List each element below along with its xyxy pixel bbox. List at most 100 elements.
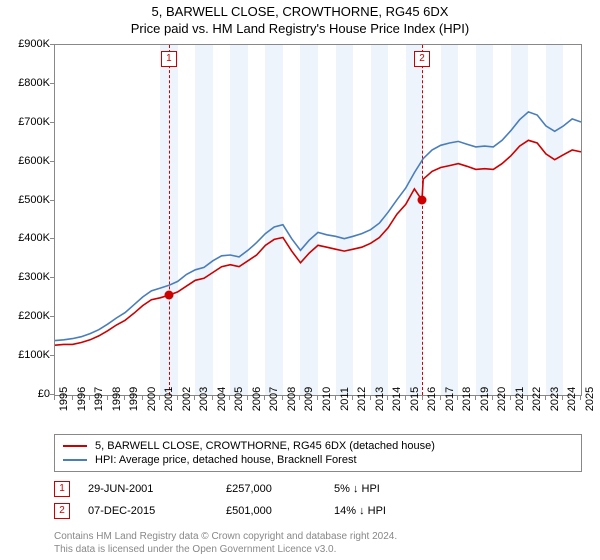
- y-tick-label: £200K: [18, 310, 50, 322]
- x-tick-label: 2019: [479, 387, 491, 411]
- title-subtitle: Price paid vs. HM Land Registry's House …: [0, 21, 600, 36]
- x-tick-label: 2008: [286, 387, 298, 411]
- y-tick-mark: [50, 44, 54, 45]
- x-tick-label: 2004: [216, 387, 228, 411]
- x-tick-label: 2014: [391, 387, 403, 411]
- x-tick-label: 2001: [163, 387, 175, 411]
- x-tick-label: 2025: [584, 387, 596, 411]
- footer-line2: This data is licensed under the Open Gov…: [54, 543, 397, 556]
- x-tick-mark: [282, 396, 283, 400]
- title-address: 5, BARWELL CLOSE, CROWTHORNE, RG45 6DX: [0, 4, 600, 19]
- y-tick-mark: [50, 355, 54, 356]
- sales-row-1: 1 29-JUN-2001 £257,000 5% ↓ HPI: [54, 478, 582, 500]
- x-tick-mark: [212, 396, 213, 400]
- x-tick-label: 2016: [426, 387, 438, 411]
- x-tick-label: 2006: [251, 387, 263, 411]
- series-line-property: [55, 140, 581, 345]
- sale-badge: 2: [414, 51, 430, 67]
- x-tick-mark: [177, 396, 178, 400]
- x-tick-mark: [107, 396, 108, 400]
- y-tick-mark: [50, 200, 54, 201]
- sales-row-2: 2 07-DEC-2015 £501,000 14% ↓ HPI: [54, 500, 582, 522]
- x-tick-label: 2007: [268, 387, 280, 411]
- y-tick-label: £900K: [18, 38, 50, 50]
- x-tick-mark: [335, 396, 336, 400]
- y-tick-label: £0: [38, 388, 50, 400]
- legend-area: 5, BARWELL CLOSE, CROWTHORNE, RG45 6DX (…: [54, 434, 582, 522]
- y-tick-mark: [50, 83, 54, 84]
- y-tick-label: £700K: [18, 116, 50, 128]
- x-tick-mark: [89, 396, 90, 400]
- x-tick-mark: [475, 396, 476, 400]
- x-tick-mark: [229, 396, 230, 400]
- x-tick-mark: [72, 396, 73, 400]
- x-tick-label: 2010: [321, 387, 333, 411]
- y-tick-mark: [50, 238, 54, 239]
- sale-badge: 1: [161, 51, 177, 67]
- x-tick-label: 2023: [549, 387, 561, 411]
- x-tick-mark: [422, 396, 423, 400]
- plot-area: 12: [54, 44, 582, 396]
- sales-date-2: 07-DEC-2015: [88, 505, 208, 517]
- legend-swatch-hpi: [63, 459, 87, 461]
- legend-item-property: 5, BARWELL CLOSE, CROWTHORNE, RG45 6DX (…: [63, 439, 573, 453]
- x-tick-label: 2018: [461, 387, 473, 411]
- x-tick-mark: [545, 396, 546, 400]
- sales-delta-1: 5% ↓ HPI: [334, 483, 444, 495]
- sales-price-1: £257,000: [226, 483, 316, 495]
- x-tick-mark: [264, 396, 265, 400]
- y-tick-label: £600K: [18, 155, 50, 167]
- legend-box: 5, BARWELL CLOSE, CROWTHORNE, RG45 6DX (…: [54, 434, 582, 472]
- x-tick-mark: [562, 396, 563, 400]
- sales-badge-1: 1: [54, 481, 70, 497]
- x-tick-label: 2000: [146, 387, 158, 411]
- x-tick-mark: [194, 396, 195, 400]
- x-tick-label: 2012: [356, 387, 368, 411]
- x-tick-mark: [299, 396, 300, 400]
- x-tick-mark: [142, 396, 143, 400]
- x-tick-label: 1999: [128, 387, 140, 411]
- sales-date-1: 29-JUN-2001: [88, 483, 208, 495]
- x-tick-label: 2021: [514, 387, 526, 411]
- sale-marker-dot: [164, 291, 173, 300]
- sales-delta-2: 14% ↓ HPI: [334, 505, 444, 517]
- x-tick-mark: [510, 396, 511, 400]
- x-tick-mark: [124, 396, 125, 400]
- x-tick-label: 2002: [181, 387, 193, 411]
- x-tick-mark: [317, 396, 318, 400]
- y-tick-label: £100K: [18, 349, 50, 361]
- x-tick-mark: [159, 396, 160, 400]
- y-tick-label: £800K: [18, 77, 50, 89]
- series-line-hpi: [55, 112, 581, 341]
- y-tick-label: £500K: [18, 194, 50, 206]
- footer: Contains HM Land Registry data © Crown c…: [54, 530, 397, 556]
- x-tick-label: 1998: [111, 387, 123, 411]
- x-tick-label: 2009: [303, 387, 315, 411]
- x-tick-label: 1997: [93, 387, 105, 411]
- x-tick-mark: [54, 396, 55, 400]
- y-tick-mark: [50, 394, 54, 395]
- x-tick-mark: [370, 396, 371, 400]
- x-tick-label: 2024: [566, 387, 578, 411]
- x-tick-mark: [440, 396, 441, 400]
- x-tick-label: 2015: [409, 387, 421, 411]
- legend-item-hpi: HPI: Average price, detached house, Brac…: [63, 453, 573, 467]
- sales-table: 1 29-JUN-2001 £257,000 5% ↓ HPI 2 07-DEC…: [54, 478, 582, 522]
- legend-label-hpi: HPI: Average price, detached house, Brac…: [95, 454, 357, 466]
- footer-line1: Contains HM Land Registry data © Crown c…: [54, 530, 397, 543]
- x-tick-label: 1996: [76, 387, 88, 411]
- sales-badge-2: 2: [54, 503, 70, 519]
- titles: 5, BARWELL CLOSE, CROWTHORNE, RG45 6DX P…: [0, 0, 600, 36]
- x-tick-mark: [352, 396, 353, 400]
- y-tick-mark: [50, 161, 54, 162]
- x-tick-label: 2022: [531, 387, 543, 411]
- x-tick-mark: [492, 396, 493, 400]
- y-tick-mark: [50, 316, 54, 317]
- sale-marker-dot: [417, 196, 426, 205]
- x-tick-label: 2005: [233, 387, 245, 411]
- x-tick-mark: [527, 396, 528, 400]
- x-tick-label: 2011: [339, 387, 351, 411]
- x-tick-label: 2003: [198, 387, 210, 411]
- chart-container: 5, BARWELL CLOSE, CROWTHORNE, RG45 6DX P…: [0, 0, 600, 560]
- x-tick-label: 1995: [58, 387, 70, 411]
